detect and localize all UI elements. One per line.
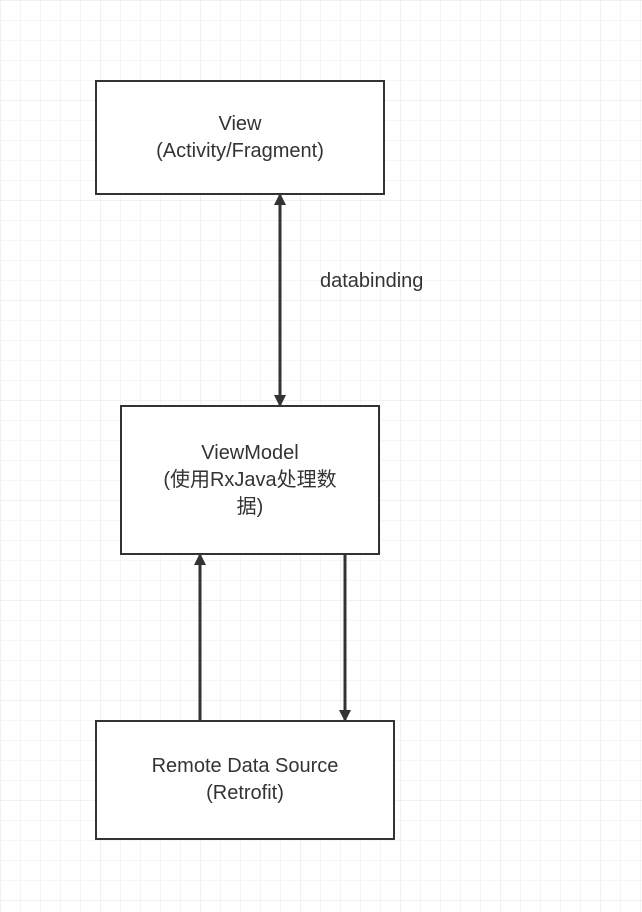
- node-view: View (Activity/Fragment): [95, 80, 385, 195]
- diagram-canvas: View (Activity/Fragment) ViewModel (使用Rx…: [0, 0, 642, 912]
- node-viewmodel: ViewModel (使用RxJava处理数 据): [120, 405, 380, 555]
- node-viewmodel-line3: 据): [237, 494, 264, 521]
- node-view-line2: (Activity/Fragment): [156, 138, 324, 165]
- node-datasource: Remote Data Source (Retrofit): [95, 720, 395, 840]
- edge-label-view-viewmodel: databinding: [320, 270, 423, 293]
- node-datasource-line1: Remote Data Source: [152, 753, 339, 780]
- node-datasource-line2: (Retrofit): [206, 780, 284, 807]
- node-viewmodel-line2: (使用RxJava处理数: [163, 467, 336, 494]
- node-view-line1: View: [219, 111, 262, 138]
- node-viewmodel-line1: ViewModel: [201, 440, 298, 467]
